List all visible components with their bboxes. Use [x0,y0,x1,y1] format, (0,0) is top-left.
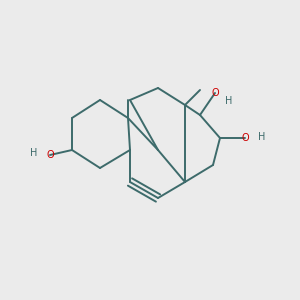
Text: H: H [225,95,232,106]
Text: O: O [211,88,219,98]
Text: O: O [46,150,54,160]
Text: O: O [241,133,249,143]
Text: H: H [258,131,265,142]
Text: H: H [30,148,37,158]
